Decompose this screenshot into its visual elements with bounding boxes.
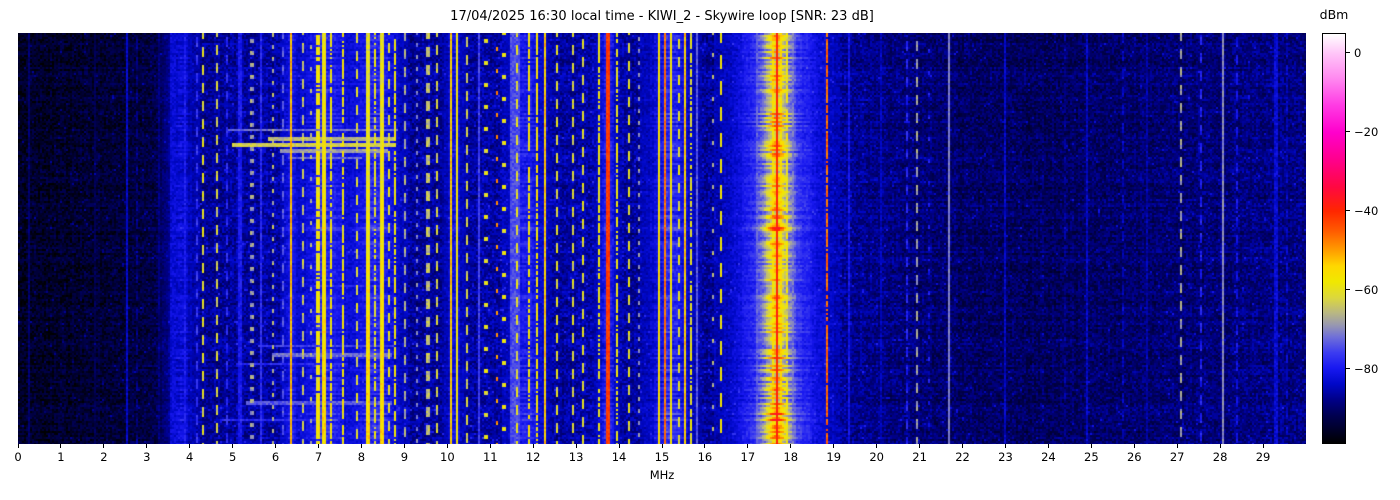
x-tick-label: 18 <box>783 450 799 464</box>
x-tick-label: 28 <box>1212 450 1228 464</box>
x-tick <box>446 444 448 448</box>
x-tick-label: 2 <box>100 450 108 464</box>
x-tick <box>1262 444 1264 448</box>
x-tick-label: 17 <box>740 450 756 464</box>
colorbar-tick <box>1346 289 1350 291</box>
x-tick-label: 24 <box>1041 450 1056 464</box>
x-tick <box>1004 444 1006 448</box>
x-tick-label: 10 <box>440 450 455 464</box>
x-tick-label: 0 <box>14 450 22 464</box>
x-tick-label: 26 <box>1126 450 1142 464</box>
x-tick <box>17 444 19 448</box>
x-tick <box>1047 444 1049 448</box>
colorbar <box>1322 33 1346 444</box>
x-tick-label: 13 <box>568 450 584 464</box>
x-tick <box>60 444 62 448</box>
x-tick-label: 23 <box>998 450 1013 464</box>
x-tick <box>146 444 148 448</box>
x-tick <box>275 444 277 448</box>
x-tick <box>919 444 921 448</box>
x-tick-label: 15 <box>654 450 670 464</box>
colorbar-tick-label: 0 <box>1354 45 1362 60</box>
x-tick <box>232 444 234 448</box>
x-tick <box>1176 444 1178 448</box>
x-tick <box>489 444 491 448</box>
x-tick-label: 8 <box>357 450 366 464</box>
x-tick <box>1090 444 1092 448</box>
x-tick <box>1219 444 1221 448</box>
x-tick <box>962 444 964 448</box>
x-tick <box>532 444 534 448</box>
colorbar-tick <box>1346 131 1350 133</box>
x-tick-label: 9 <box>400 450 409 464</box>
chart-title: 17/04/2025 16:30 local time - KIWI_2 - S… <box>450 9 874 24</box>
x-tick-label: 25 <box>1084 450 1099 464</box>
x-tick <box>575 444 577 448</box>
x-tick-label: 1 <box>57 450 65 464</box>
x-tick-label: 11 <box>482 450 498 464</box>
x-tick <box>661 444 663 448</box>
x-tick <box>403 444 405 448</box>
x-tick-label: 27 <box>1169 450 1185 464</box>
x-tick <box>747 444 749 448</box>
colorbar-tick-label: −80 <box>1354 361 1379 376</box>
colorbar-tick-label: −40 <box>1354 203 1379 218</box>
x-tick-label: 22 <box>955 450 970 464</box>
x-tick <box>876 444 878 448</box>
x-tick-label: 6 <box>271 450 280 464</box>
x-tick-label: 19 <box>826 450 842 464</box>
x-tick <box>1133 444 1135 448</box>
x-tick <box>189 444 191 448</box>
x-tick-label: 14 <box>611 450 627 464</box>
colorbar-label: dBm <box>1319 7 1349 22</box>
x-tick-label: 16 <box>697 450 713 464</box>
x-tick-label: 12 <box>525 450 541 464</box>
x-axis-label: MHz <box>649 468 675 482</box>
x-tick-label: 4 <box>186 450 194 464</box>
colorbar-tick-label: −60 <box>1354 282 1379 297</box>
x-tick <box>103 444 105 448</box>
x-tick <box>360 444 362 448</box>
x-tick-label: 5 <box>228 450 237 464</box>
colorbar-tick <box>1346 368 1350 370</box>
x-tick <box>833 444 835 448</box>
colorbar-tick-label: −20 <box>1354 124 1379 139</box>
x-tick-label: 21 <box>912 450 927 464</box>
colorbar-tick <box>1346 52 1350 54</box>
x-tick-label: 20 <box>869 450 884 464</box>
spectrogram-canvas <box>18 33 1306 444</box>
x-tick <box>704 444 706 448</box>
x-tick <box>318 444 320 448</box>
x-tick-label: 29 <box>1255 450 1271 464</box>
x-tick-label: 7 <box>314 450 323 464</box>
colorbar-tick <box>1346 210 1350 212</box>
x-tick <box>790 444 792 448</box>
x-tick-label: 3 <box>143 450 151 464</box>
x-tick <box>618 444 620 448</box>
